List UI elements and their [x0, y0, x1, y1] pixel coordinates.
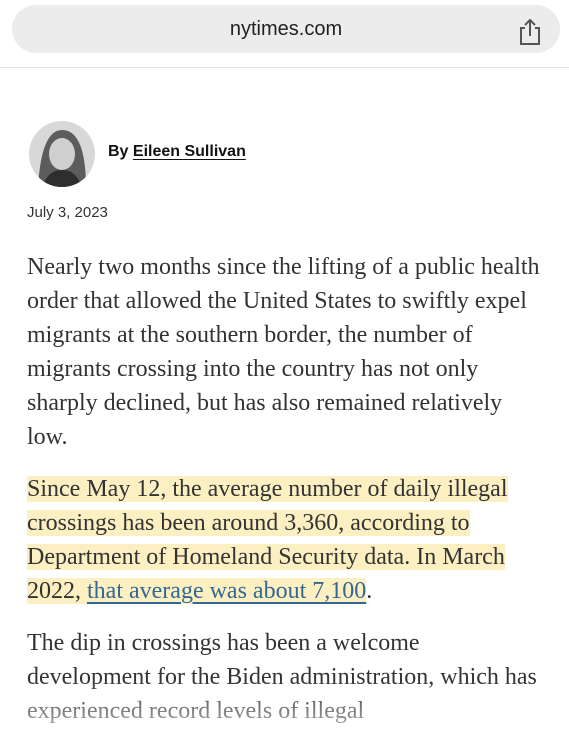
publish-date: July 3, 2023: [27, 204, 108, 221]
paragraph-end: .: [366, 578, 373, 604]
paragraph: Nearly two months since the lifting of a…: [27, 254, 540, 450]
address-bar[interactable]: nytimes.com: [12, 5, 560, 53]
paragraph-text: Since May 12, the average number of dail…: [27, 476, 508, 604]
paragraph: Since May 12, the average number of dail…: [27, 472, 547, 608]
divider: [0, 67, 569, 68]
share-button[interactable]: [517, 17, 543, 47]
url: nytimes.com: [229, 18, 343, 40]
author-link[interactable]: Eileen Sullivan: [132, 143, 246, 160]
article-body: Nearly two months since the lifting of a…: [27, 250, 547, 746]
fade: [0, 680, 569, 750]
author-photo[interactable]: [28, 120, 96, 188]
byline: By Eileen Sullivan: [108, 143, 246, 161]
article-link[interactable]: that average was about 7,100: [87, 578, 367, 604]
byline-prefix: By: [108, 143, 129, 160]
highlight: Since May 12, the average number of dail…: [27, 476, 508, 604]
